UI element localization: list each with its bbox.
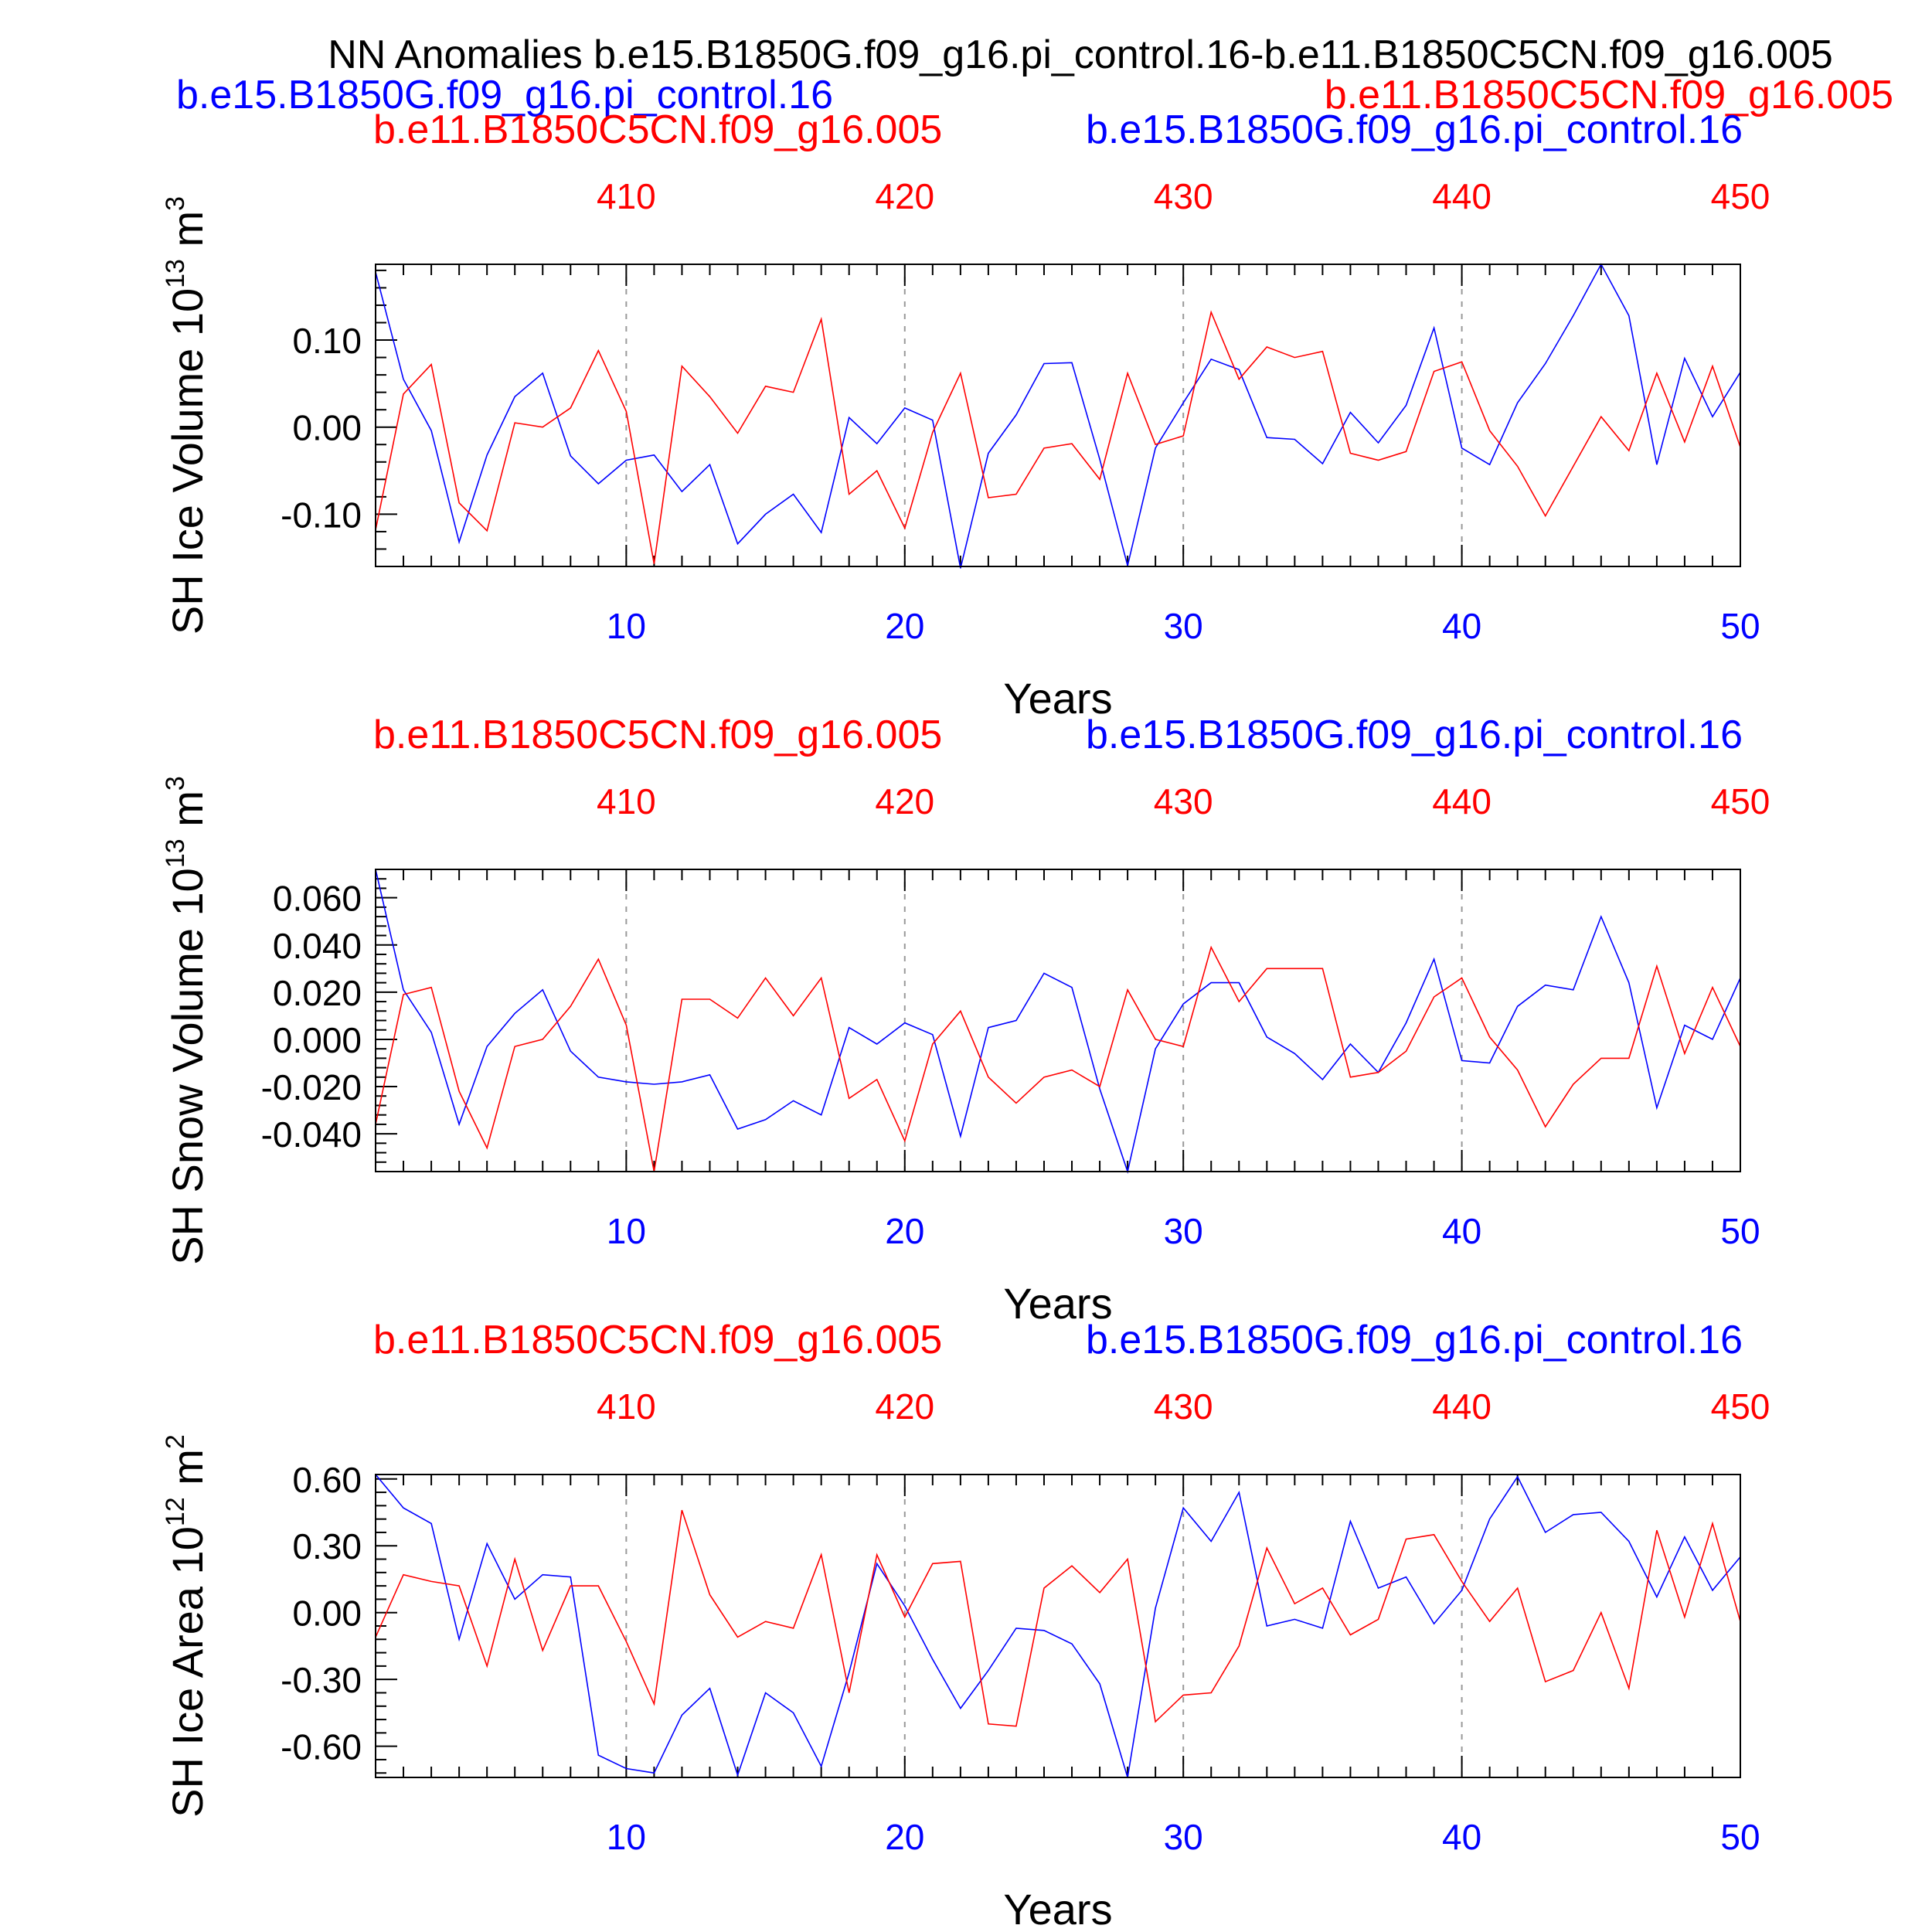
y-tick-label: -0.60 (281, 1727, 362, 1767)
panel-subtitle-right: b.e15.B1850G.f09_g16.pi_control.16 (1086, 107, 1743, 152)
y-tick-label: 0.000 (273, 1020, 362, 1060)
y-axis-label-unit-exponent: 3 (161, 776, 190, 791)
x-tick-label-bottom: 40 (1442, 1817, 1481, 1857)
y-axis-label-exponent: 12 (161, 1497, 190, 1526)
plot-frame (375, 264, 1741, 567)
x-tick-label-bottom: 30 (1164, 1817, 1203, 1857)
y-tick-label: 0.60 (292, 1460, 362, 1500)
x-tick-label-bottom: 20 (885, 1211, 924, 1251)
y-axis-label-text: SH Ice Area 10 (163, 1526, 212, 1818)
panel-subtitle-left: b.e11.B1850C5CN.f09_g16.005 (373, 713, 942, 757)
x-tick-label-top: 440 (1432, 781, 1492, 821)
series-line-red (375, 1509, 1741, 1727)
y-tick-label: -0.020 (261, 1067, 362, 1107)
y-axis-label-unit: m (163, 791, 212, 838)
x-tick-label-bottom: 10 (607, 1211, 646, 1251)
y-tick-label: 0.10 (292, 321, 362, 361)
y-axis-label-exponent: 13 (161, 838, 190, 868)
y-axis-label-unit: m (163, 1449, 212, 1497)
y-tick-label: 0.060 (273, 879, 362, 919)
y-axis-label-unit-exponent: 3 (161, 196, 190, 211)
y-axis-label-unit-exponent: 2 (161, 1434, 190, 1449)
x-tick-label-top: 430 (1154, 176, 1213, 216)
y-axis-label: SH Snow Volume 1013 m3 (161, 776, 212, 1265)
x-tick-label-top: 440 (1432, 1386, 1492, 1427)
y-tick-label: 0.00 (292, 1594, 362, 1634)
series-line-blue (375, 869, 1741, 1174)
x-tick-label-top: 420 (875, 1386, 934, 1427)
series-line-red (375, 945, 1741, 1172)
x-tick-label-top: 410 (597, 176, 656, 216)
x-tick-label-top: 430 (1154, 1386, 1213, 1427)
panel-3: b.e11.B1850C5CN.f09_g16.005 b.e15.B1850G.… (161, 1318, 1770, 1932)
series-line-red (375, 310, 1741, 564)
x-tick-label-top: 440 (1432, 176, 1492, 216)
panel-subtitle-right: b.e15.B1850G.f09_g16.pi_control.16 (1086, 1318, 1743, 1362)
y-tick-label: -0.10 (281, 495, 362, 535)
x-tick-label-top: 450 (1711, 781, 1770, 821)
panel-2: b.e11.B1850C5CN.f09_g16.005 b.e15.B1850G.… (161, 713, 1770, 1328)
x-tick-label-bottom: 50 (1720, 1211, 1760, 1251)
y-axis-label-unit: m (163, 211, 212, 259)
y-axis-label-text: SH Snow Volume 10 (163, 868, 212, 1265)
series-line-blue (375, 1474, 1741, 1778)
y-axis-label: SH Ice Area 1012 m2 (161, 1434, 212, 1818)
y-tick-label: 0.020 (273, 973, 362, 1013)
y-tick-label: -0.040 (261, 1114, 362, 1155)
panel-subtitle-right: b.e15.B1850G.f09_g16.pi_control.16 (1086, 713, 1743, 757)
x-tick-label-top: 420 (875, 781, 934, 821)
y-tick-label: 0.30 (292, 1526, 362, 1566)
y-axis-label-text: SH Ice Volume 10 (163, 288, 212, 634)
x-tick-label-top: 410 (597, 1386, 656, 1427)
x-tick-label-bottom: 20 (885, 606, 924, 646)
x-axis-label: Years (1003, 1885, 1112, 1932)
x-tick-label-bottom: 10 (607, 1817, 646, 1857)
x-tick-label-bottom: 30 (1164, 606, 1203, 646)
panel-1: b.e11.B1850C5CN.f09_g16.005 b.e15.B1850G.… (161, 107, 1770, 723)
x-tick-label-bottom: 10 (607, 606, 646, 646)
y-axis-label-exponent: 13 (161, 259, 190, 288)
series-line-blue (375, 263, 1741, 569)
y-tick-label: 0.00 (292, 408, 362, 448)
x-tick-label-bottom: 40 (1442, 606, 1481, 646)
x-tick-label-bottom: 40 (1442, 1211, 1481, 1251)
x-tick-label-bottom: 50 (1720, 606, 1760, 646)
x-tick-label-top: 420 (875, 176, 934, 216)
x-tick-label-bottom: 20 (885, 1817, 924, 1857)
panels-container: b.e11.B1850C5CN.f09_g16.005 b.e15.B1850G.… (161, 107, 1770, 1932)
x-tick-label-top: 450 (1711, 1386, 1770, 1427)
x-axis-label: Years (1003, 1279, 1112, 1328)
x-tick-label-bottom: 30 (1164, 1211, 1203, 1251)
x-tick-label-top: 410 (597, 781, 656, 821)
plot-frame (375, 1474, 1741, 1778)
x-tick-label-top: 430 (1154, 781, 1213, 821)
x-axis-label: Years (1003, 674, 1112, 723)
x-tick-label-top: 450 (1711, 176, 1770, 216)
panel-subtitle-left: b.e11.B1850C5CN.f09_g16.005 (373, 107, 942, 152)
legend-blue-label: b.e15.B1850G.f09_g16.pi_control.16 (176, 73, 833, 117)
x-tick-label-bottom: 50 (1720, 1817, 1760, 1857)
y-tick-label: 0.040 (273, 926, 362, 966)
y-axis-label: SH Ice Volume 1013 m3 (161, 196, 212, 634)
panel-subtitle-left: b.e11.B1850C5CN.f09_g16.005 (373, 1318, 942, 1362)
y-tick-label: -0.30 (281, 1660, 362, 1700)
plot-frame (375, 869, 1741, 1172)
figure-title: NN Anomalies b.e15.B1850G.f09_g16.pi_con… (328, 32, 1833, 77)
legend-red-label: b.e11.B1850C5CN.f09_g16.005 (1325, 73, 1893, 117)
